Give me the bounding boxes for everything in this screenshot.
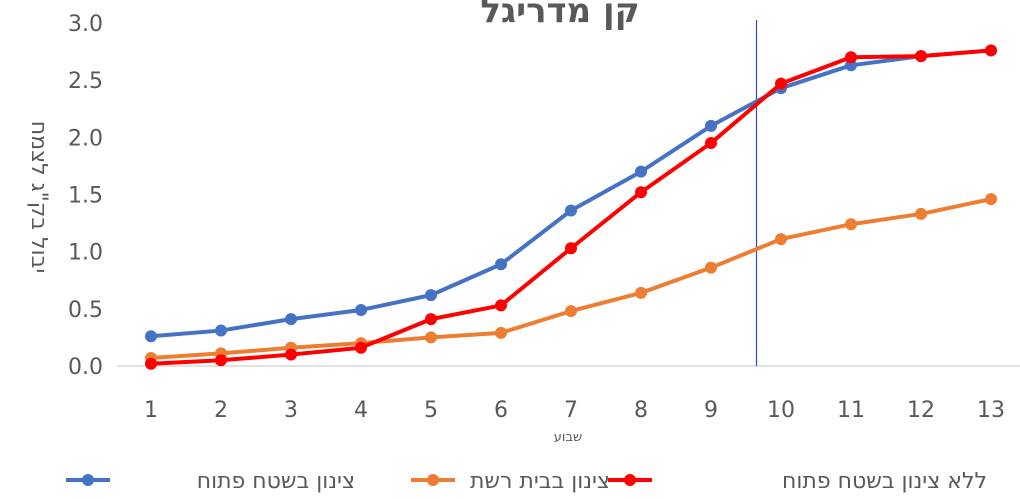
data-point [985,193,997,206]
data-point [705,261,717,274]
data-point [565,204,577,217]
legend-label: צינון בשטח פתוח [197,469,355,494]
data-point [425,313,437,326]
legend-label: צינון בבית רשת [470,469,610,494]
x-tick-label: 8 [634,398,648,423]
legend-label: ללא צינון בשטח פתוח [782,469,987,494]
y-tick-label: 0.0 [68,355,103,380]
y-axis-label: יבול בק"ג לצמח [26,121,51,274]
data-point [845,51,857,64]
series-group [145,44,997,370]
y-tick-label: 1.0 [68,241,103,266]
data-point [145,357,157,370]
x-tick-label: 4 [354,398,368,423]
data-point [635,165,647,178]
x-tick-label: 10 [767,398,795,423]
data-point [355,341,367,354]
x-tick-label: 1 [144,398,158,423]
data-point [215,354,227,367]
legend: ללא צינון בשטח פתוח צינון בבית רשת צינון ב… [66,469,987,494]
x-tick-label: 9 [704,398,718,423]
legend-swatch-marker [624,474,636,486]
legend-swatch-marker [427,474,439,486]
data-point [705,119,717,132]
x-tick-label: 11 [837,398,865,423]
data-point [775,233,787,246]
data-point [705,137,717,150]
series-line [149,197,993,360]
x-tick-label: 2 [214,398,228,423]
data-point [215,324,227,337]
series-line [149,48,993,339]
data-point [425,289,437,302]
y-axis-ticks: 0.0 0.5 1.0 1.5 2.0 2.5 3.0 [68,12,103,380]
data-point [635,186,647,199]
legend-swatch-marker [82,474,94,486]
x-tick-label: 5 [424,398,438,423]
chart-title: קן מדריגל [480,0,639,31]
data-point [145,330,157,343]
y-tick-label: 1.5 [68,184,103,209]
y-tick-label: 3.0 [68,12,103,37]
y-tick-label: 0.5 [68,298,103,323]
x-tick-label: 3 [284,398,298,423]
data-point [355,303,367,316]
x-tick-label: 12 [907,398,935,423]
y-tick-label: 2.0 [68,126,103,151]
data-point [985,44,997,57]
data-point [565,305,577,318]
data-point [285,313,297,326]
data-point [845,218,857,231]
data-point [915,207,927,220]
x-tick-label: 7 [564,398,578,423]
x-axis-ticks: 1 2 3 4 5 6 7 8 9 10 11 12 13 [144,398,1005,423]
x-tick-label: 6 [494,398,508,423]
data-point [425,331,437,344]
data-point [495,258,507,271]
data-point [635,286,647,299]
data-point [285,348,297,361]
data-point [915,50,927,63]
data-point [495,299,507,312]
x-axis-label: שבוע [554,430,582,445]
y-tick-label: 2.5 [68,69,103,94]
x-tick-label: 13 [977,398,1005,423]
data-point [495,326,507,339]
data-point [775,77,787,90]
data-point [565,242,577,255]
